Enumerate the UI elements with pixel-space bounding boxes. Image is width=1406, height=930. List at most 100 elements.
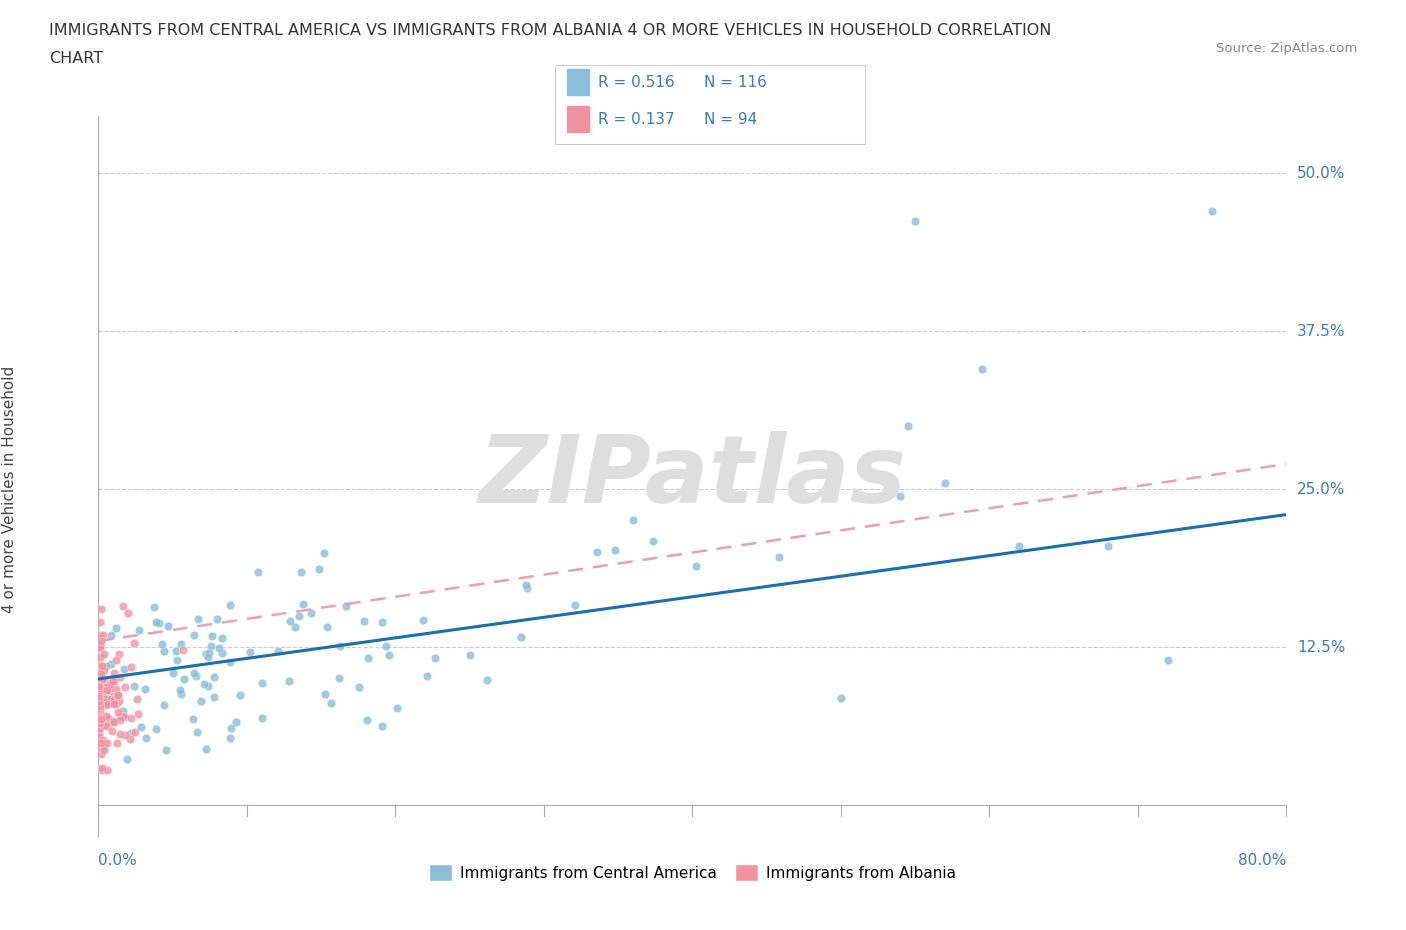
Point <box>329 639 352 654</box>
Point <box>219 655 242 670</box>
Point <box>621 512 644 527</box>
Point <box>96 719 118 734</box>
Point <box>100 724 122 738</box>
Point <box>202 670 225 684</box>
Point <box>284 619 307 634</box>
Point <box>193 676 215 691</box>
Point <box>117 605 139 620</box>
Text: IMMIGRANTS FROM CENTRAL AMERICA VS IMMIGRANTS FROM ALBANIA 4 OR MORE VEHICLES IN: IMMIGRANTS FROM CENTRAL AMERICA VS IMMIG… <box>49 23 1052 38</box>
Point <box>103 714 125 729</box>
Point <box>145 722 167 737</box>
Point <box>169 682 191 697</box>
Point <box>90 683 112 698</box>
Point <box>349 679 371 694</box>
Point <box>91 761 114 776</box>
Point <box>412 613 434 628</box>
Point <box>100 657 122 671</box>
Point <box>194 647 217 662</box>
Point <box>89 688 111 703</box>
Point <box>89 615 111 630</box>
Point <box>100 677 122 692</box>
Point <box>970 362 993 377</box>
Point <box>128 622 150 637</box>
Point <box>107 705 129 720</box>
Point <box>107 687 129 702</box>
Point <box>153 698 176 712</box>
Point <box>148 616 170 631</box>
Point <box>134 682 156 697</box>
Point <box>93 711 115 725</box>
Point <box>328 671 350 686</box>
Point <box>186 669 208 684</box>
Point <box>96 709 118 724</box>
Point <box>122 678 145 693</box>
Point <box>183 666 205 681</box>
Point <box>104 682 127 697</box>
Point <box>89 641 111 656</box>
Point <box>94 698 117 712</box>
Point <box>586 545 609 560</box>
Point <box>162 666 184 681</box>
Point <box>89 693 111 708</box>
Point <box>1156 653 1178 668</box>
Point <box>89 667 111 682</box>
Point <box>292 597 315 612</box>
Point <box>357 651 380 666</box>
Point <box>312 546 335 561</box>
Text: R = 0.516: R = 0.516 <box>598 74 673 89</box>
Point <box>423 651 446 666</box>
Point <box>314 686 336 701</box>
Point <box>91 690 114 705</box>
Point <box>889 488 911 503</box>
Point <box>97 711 120 725</box>
Point <box>356 712 378 727</box>
Point <box>121 659 143 674</box>
Point <box>93 662 115 677</box>
Point <box>219 720 242 735</box>
Point <box>114 709 136 724</box>
Point <box>111 709 134 724</box>
Point <box>173 671 195 686</box>
Legend: Immigrants from Central America, Immigrants from Albania: Immigrants from Central America, Immigra… <box>423 858 962 887</box>
Point <box>125 692 148 707</box>
Point <box>105 687 128 702</box>
Point <box>89 658 111 672</box>
Point <box>934 475 956 490</box>
Point <box>100 695 122 710</box>
Point <box>90 735 112 750</box>
Point <box>89 711 111 726</box>
Point <box>308 562 330 577</box>
Point <box>103 674 125 689</box>
Point <box>105 653 128 668</box>
Point <box>103 697 125 711</box>
Point <box>127 707 149 722</box>
Point <box>108 647 131 662</box>
Point <box>225 714 247 729</box>
Point <box>768 550 790 565</box>
Point <box>114 727 136 742</box>
Point <box>564 597 586 612</box>
Point <box>897 418 920 433</box>
Point <box>105 697 128 711</box>
Point <box>89 710 111 724</box>
Point <box>229 687 252 702</box>
Point <box>153 644 176 658</box>
Point <box>371 615 394 630</box>
Point <box>108 709 131 724</box>
Text: R = 0.137: R = 0.137 <box>598 112 673 126</box>
Point <box>186 724 208 739</box>
Point <box>239 644 262 659</box>
Point <box>211 645 233 660</box>
Text: 37.5%: 37.5% <box>1296 324 1346 339</box>
Point <box>605 543 627 558</box>
Point <box>515 578 537 592</box>
Point <box>155 742 177 757</box>
Point <box>96 763 118 777</box>
Point <box>247 565 270 579</box>
Point <box>129 720 152 735</box>
Point <box>93 718 115 733</box>
Point <box>96 691 118 706</box>
Point <box>89 634 111 649</box>
Point <box>458 647 481 662</box>
Point <box>103 693 125 708</box>
